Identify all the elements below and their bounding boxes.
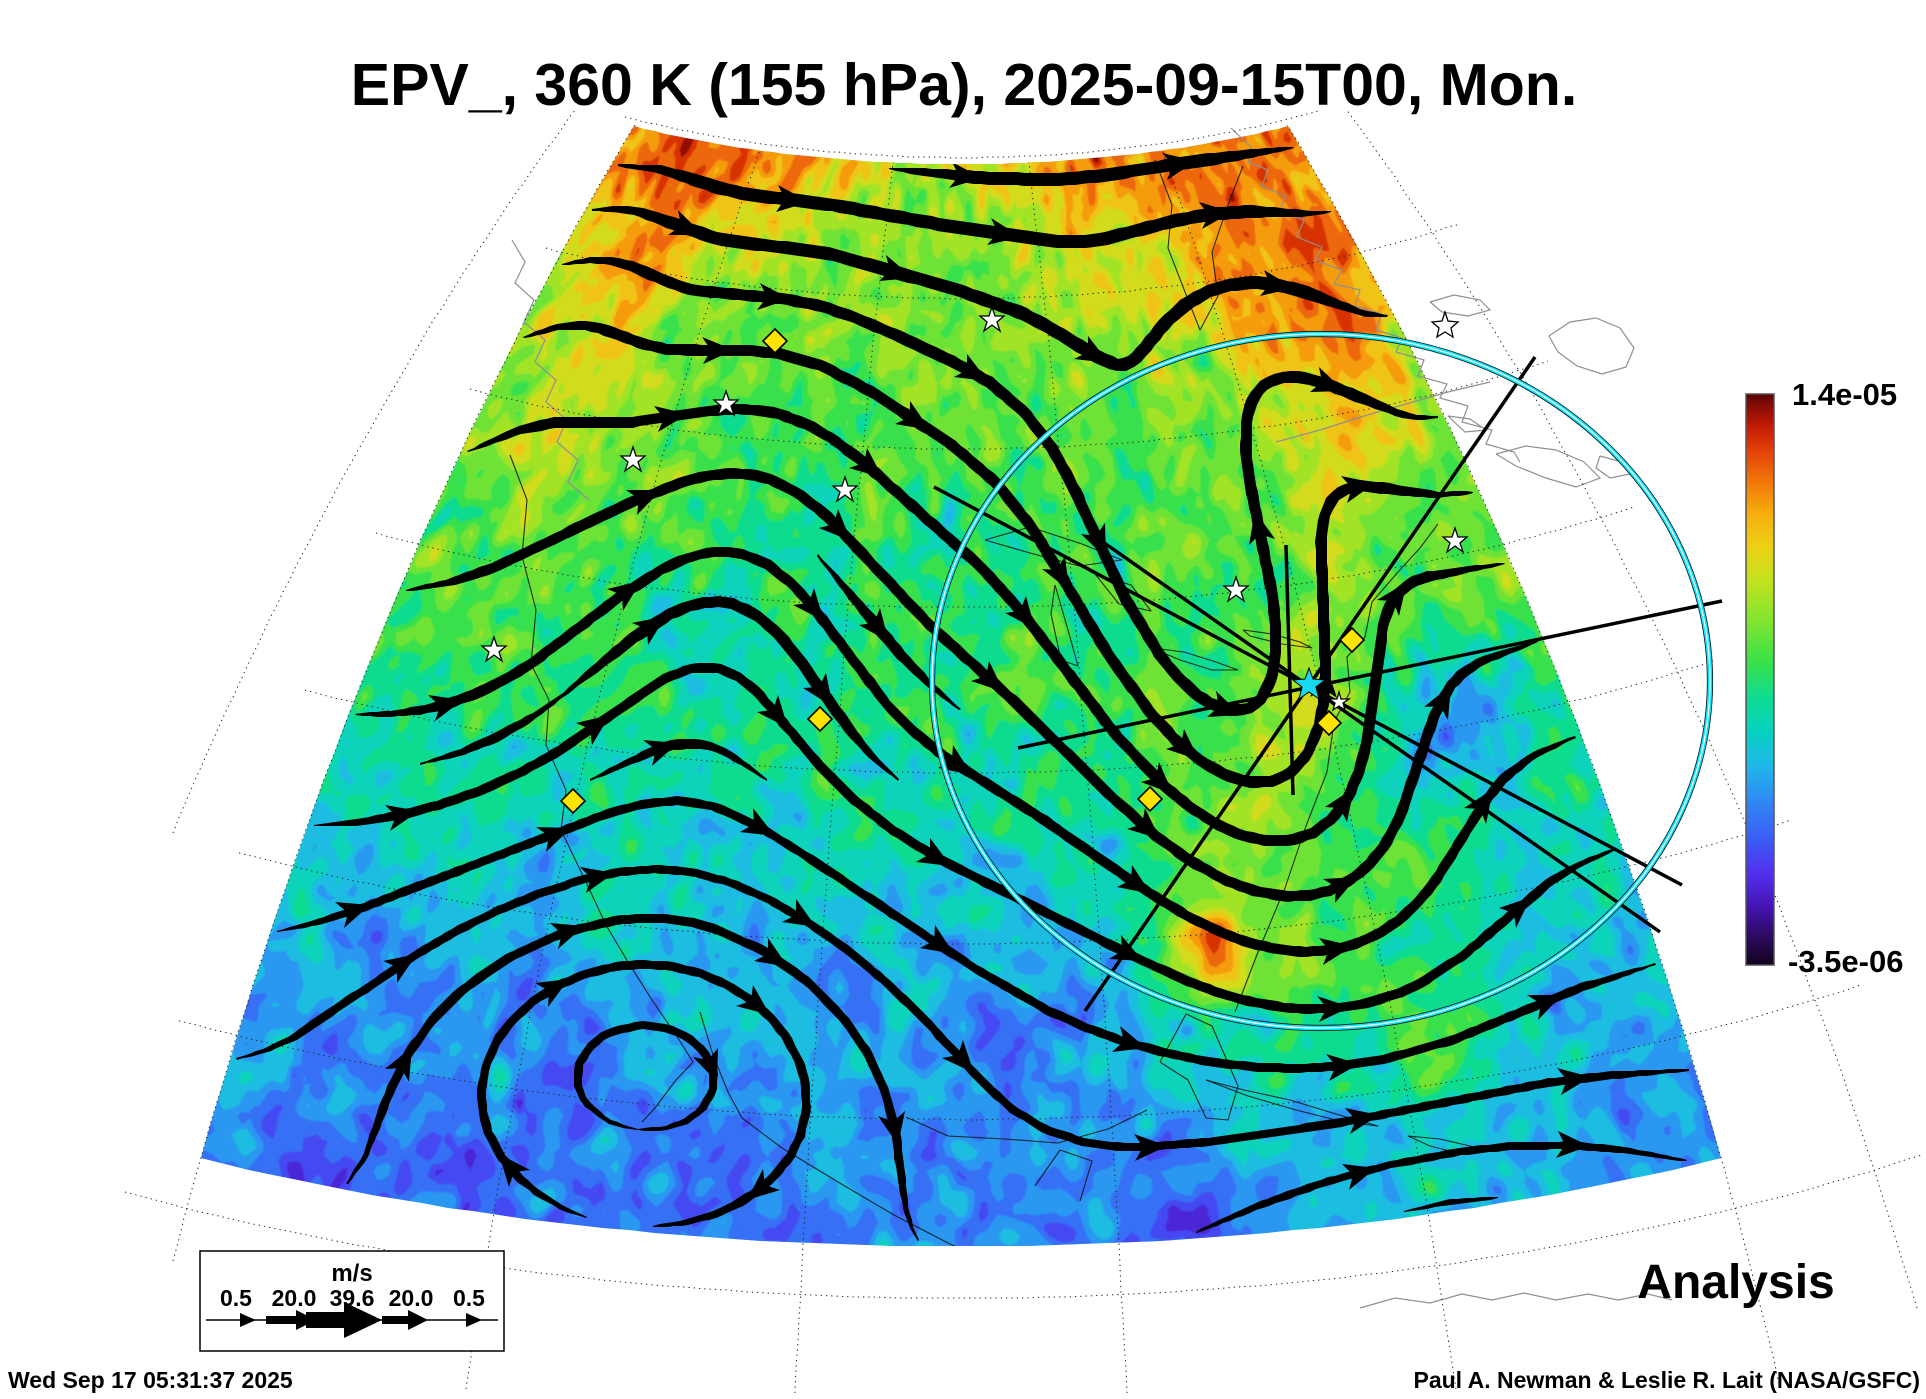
svg-text:Paul A. Newman & Leslie R. Lai: Paul A. Newman & Leslie R. Lait (NASA/GS… <box>1413 1367 1920 1393</box>
svg-text:0.5: 0.5 <box>453 1285 485 1311</box>
svg-text:20.0: 20.0 <box>389 1285 434 1311</box>
svg-text:20.0: 20.0 <box>272 1285 317 1311</box>
svg-text:0.5: 0.5 <box>220 1285 252 1311</box>
svg-text:Wed Sep 17 05:31:37 2025: Wed Sep 17 05:31:37 2025 <box>8 1367 293 1393</box>
svg-text:Analysis: Analysis <box>1637 1256 1834 1309</box>
svg-text:EPV_, 360 K (155 hPa), 2025-09: EPV_, 360 K (155 hPa), 2025-09-15T00, Mo… <box>351 52 1577 118</box>
svg-text:1.4e-05: 1.4e-05 <box>1792 377 1897 412</box>
svg-text:m/s: m/s <box>331 1260 372 1287</box>
svg-text:-3.5e-06: -3.5e-06 <box>1788 944 1903 979</box>
